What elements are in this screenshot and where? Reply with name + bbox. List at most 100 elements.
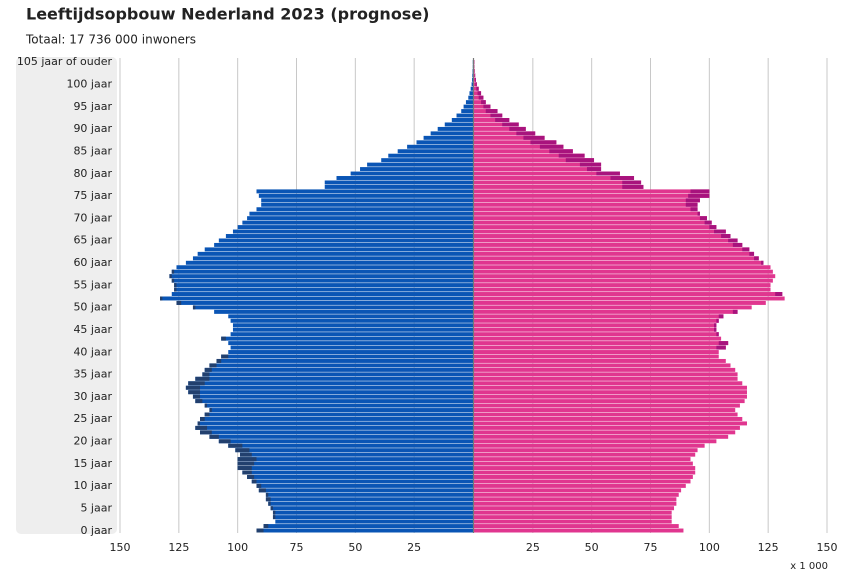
bar-right <box>474 243 742 247</box>
bar-left <box>381 158 473 162</box>
age-label: 40 jaar <box>73 345 112 358</box>
bar-left <box>266 493 473 497</box>
surplus-left <box>264 524 269 528</box>
bar-right <box>474 176 634 180</box>
bar-right <box>474 216 707 220</box>
bar-right <box>474 484 686 488</box>
surplus-left <box>266 497 271 501</box>
surplus-left <box>271 506 273 510</box>
x-tick-label: 75 <box>644 541 658 554</box>
bar-left <box>471 87 473 91</box>
bar-left <box>231 346 473 350</box>
age-label: 20 jaar <box>73 435 112 448</box>
surplus-right <box>742 247 749 251</box>
x-tick-label: 100 <box>227 541 248 554</box>
bar-left <box>219 238 473 242</box>
bar-left <box>466 100 473 104</box>
bar-right <box>474 386 747 390</box>
age-label: 30 jaar <box>73 390 112 403</box>
chart-subtitle: Totaal: 17 736 000 inwoners <box>25 33 196 47</box>
x-tick-label: 50 <box>348 541 362 554</box>
surplus-right <box>530 140 556 144</box>
surplus-right <box>754 256 759 260</box>
surplus-right <box>478 91 482 95</box>
surplus-left <box>205 413 210 417</box>
bar-left <box>238 225 473 229</box>
age-label: 105 jaar of ouder <box>17 55 113 68</box>
surplus-right <box>714 230 726 234</box>
surplus-left <box>238 457 257 461</box>
bar-left <box>221 337 473 341</box>
surplus-left <box>188 390 200 394</box>
surplus-left <box>247 475 254 479</box>
bar-right <box>474 292 782 296</box>
surplus-right <box>502 122 518 126</box>
surplus-right <box>622 180 641 184</box>
bar-left <box>367 163 473 167</box>
bar-right <box>474 488 681 492</box>
surplus-left <box>195 377 209 381</box>
bar-left <box>233 323 473 327</box>
surplus-left <box>169 274 171 278</box>
bar-right <box>474 475 693 479</box>
bar-left <box>472 82 473 86</box>
surplus-left <box>216 359 221 363</box>
x-tick-label: 100 <box>699 541 720 554</box>
bar-left <box>205 368 473 372</box>
bar-left <box>417 140 473 144</box>
bar-right <box>474 341 728 345</box>
bar-right <box>474 377 738 381</box>
surplus-left <box>209 435 218 439</box>
bar-left <box>195 399 473 403</box>
bar-left <box>169 274 473 278</box>
bar-right <box>474 421 747 425</box>
bar-right <box>474 328 716 332</box>
surplus-right <box>719 341 728 345</box>
surplus-left <box>200 417 205 421</box>
bar-right <box>474 479 691 483</box>
bar-right <box>474 305 752 309</box>
surplus-right <box>587 167 601 171</box>
surplus-left <box>256 529 263 533</box>
bar-left <box>472 73 473 77</box>
surplus-left <box>273 515 275 519</box>
x-tick-label: 150 <box>817 541 838 554</box>
bar-left <box>256 189 473 193</box>
surplus-right <box>610 176 634 180</box>
surplus-right <box>596 172 620 176</box>
bar-left <box>198 252 473 256</box>
bar-left <box>202 372 473 376</box>
age-label: 100 jaar <box>66 78 112 91</box>
bar-right <box>474 319 719 323</box>
bar-left <box>233 230 473 234</box>
bar-right <box>474 297 785 301</box>
bar-right <box>474 426 740 430</box>
bar-left <box>256 207 473 211</box>
surplus-left <box>195 399 202 403</box>
bar-right <box>474 395 747 399</box>
bar-right <box>474 493 679 497</box>
surplus-left <box>219 439 231 443</box>
surplus-left <box>195 426 207 430</box>
surplus-right <box>622 185 643 189</box>
surplus-right <box>700 216 707 220</box>
x-tick-label: 125 <box>168 541 189 554</box>
bar-left <box>233 328 473 332</box>
bar-left <box>461 109 473 113</box>
surplus-left <box>198 421 200 425</box>
bar-left <box>195 426 473 430</box>
bar-right <box>474 221 712 225</box>
bar-left <box>452 118 473 122</box>
age-label: 95 jaar <box>73 100 112 113</box>
surplus-right <box>481 100 486 104</box>
bar-left <box>188 390 473 394</box>
bar-right <box>474 471 695 475</box>
bar-right <box>474 332 719 336</box>
bar-left <box>216 359 473 363</box>
age-label: 70 jaar <box>73 211 112 224</box>
bar-left <box>261 198 473 202</box>
surplus-right <box>775 292 782 296</box>
bar-left <box>325 180 473 184</box>
surplus-left <box>172 279 174 283</box>
